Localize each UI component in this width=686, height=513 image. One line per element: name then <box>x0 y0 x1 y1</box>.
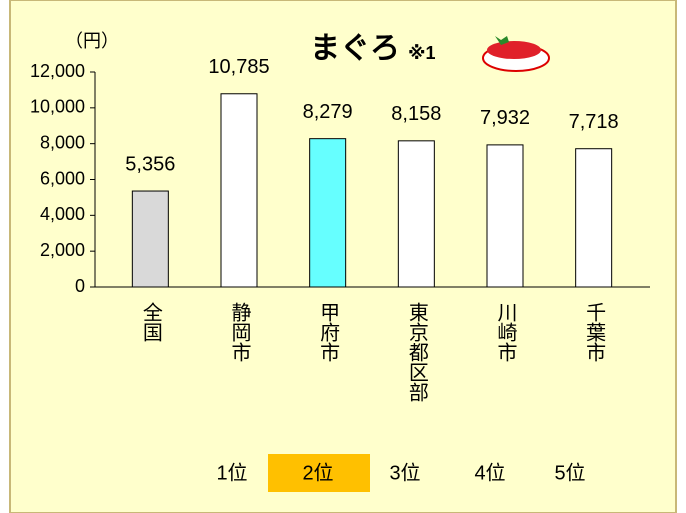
bar <box>487 145 523 287</box>
value-label: 7,718 <box>569 111 619 133</box>
unit-label: （円） <box>65 31 119 51</box>
chart-title: まぐろ <box>310 32 400 65</box>
x-tick-label: 甲府市 <box>317 302 340 362</box>
title-note: ※1 <box>408 43 436 63</box>
value-label: 7,932 <box>480 107 530 129</box>
bar <box>221 94 257 287</box>
y-tick-label: 0 <box>75 276 85 296</box>
bar <box>576 149 612 287</box>
value-label: 5,356 <box>125 153 175 175</box>
y-tick-label: 4,000 <box>40 204 85 224</box>
rank-label: 2位 <box>302 461 333 484</box>
y-tick-label: 6,000 <box>40 168 85 188</box>
x-tick-label: 東京都区部 <box>405 302 428 402</box>
y-tick-label: 10,000 <box>30 97 85 117</box>
x-tick-label: 全国 <box>139 302 162 342</box>
bar <box>132 191 168 287</box>
bar <box>310 139 346 287</box>
page: {"chart_data": {"type": "bar", "title": … <box>0 0 686 513</box>
x-tick-label: 千葉市 <box>583 302 606 362</box>
rank-label: 1位 <box>216 461 247 484</box>
x-tick-label: 静岡市 <box>228 302 251 362</box>
x-tick-label: 川崎市 <box>494 302 517 362</box>
value-label: 8,158 <box>391 103 441 125</box>
value-label: 10,785 <box>208 56 269 78</box>
y-tick-label: 2,000 <box>40 240 85 260</box>
rank-label: 3位 <box>389 461 420 484</box>
y-tick-label: 8,000 <box>40 132 85 152</box>
rank-label: 5位 <box>554 461 585 484</box>
rank-label: 4位 <box>474 461 505 484</box>
y-tick-label: 12,000 <box>30 61 85 81</box>
bar <box>398 141 434 287</box>
value-label: 8,279 <box>303 101 353 123</box>
chart: （円） まぐろ ※1 0 2,000 4,000 6,000 8,000 10,000 12… <box>0 0 686 513</box>
